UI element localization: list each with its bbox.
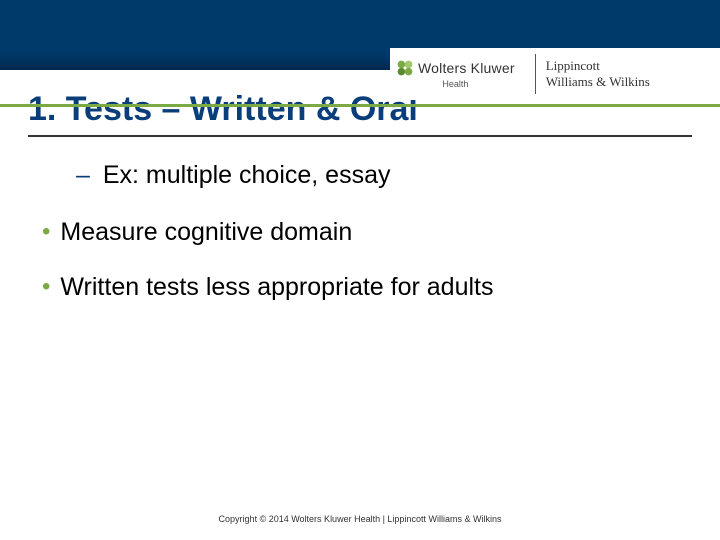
wk-clover-icon [396,59,414,77]
bullet-dot-icon: • [42,218,50,247]
brand-wolters-kluwer: Wolters Kluwer Health [396,59,525,89]
bullet-dot-icon: • [42,273,50,302]
bullet-item: • Measure cognitive domain [42,218,692,247]
footer-copyright: Copyright © 2014 Wolters Kluwer Health |… [0,514,720,524]
bullet-item: • Written tests less appropriate for adu… [42,273,692,302]
sub-bullet-text: Ex: multiple choice, essay [103,161,391,189]
dash-icon: – [76,161,90,189]
accent-line [0,104,720,107]
brand-name-wk: Wolters Kluwer [418,60,515,76]
bullet-text: Written tests less appropriate for adult… [60,273,493,302]
brand-divider [535,54,536,94]
sub-bullet: – Ex: multiple choice, essay [76,161,692,190]
brand-line1: Lippincott [546,58,650,74]
brand-logo-strip: Wolters Kluwer Health Lippincott William… [390,48,720,100]
brand-sub-health: Health [442,79,468,89]
brand-line2: Williams & Wilkins [546,74,650,90]
brand-lippincott: Lippincott Williams & Wilkins [546,58,650,89]
bullet-text: Measure cognitive domain [60,218,352,247]
